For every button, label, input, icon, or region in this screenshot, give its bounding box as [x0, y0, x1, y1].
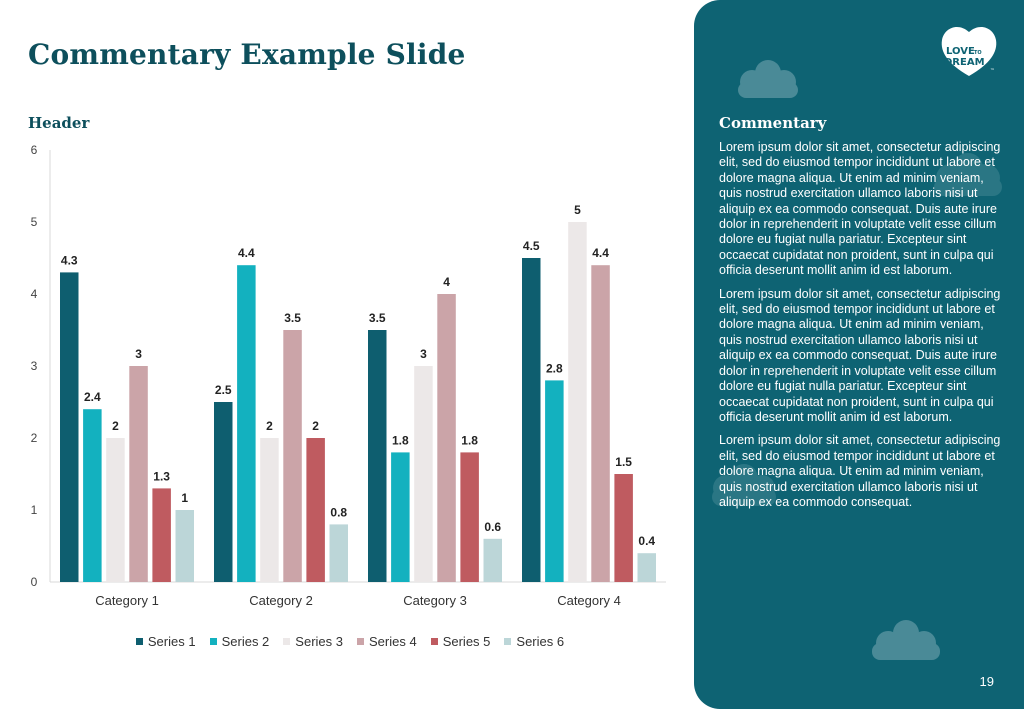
- y-tick-label: 4: [31, 287, 38, 301]
- bar: [591, 265, 610, 582]
- y-tick-label: 5: [31, 215, 38, 229]
- bar: [283, 330, 302, 582]
- page-number: 19: [979, 674, 994, 689]
- bar: [614, 474, 633, 582]
- legend-label: Series 2: [221, 634, 270, 649]
- data-label: 2: [112, 419, 119, 433]
- y-tick-label: 0: [31, 575, 38, 589]
- legend-swatch: [504, 638, 512, 645]
- legend-entry: Series 1: [135, 634, 196, 649]
- chart-header: Header: [28, 114, 90, 132]
- data-label: 1.8: [461, 433, 478, 447]
- bar: [545, 380, 564, 582]
- legend-entry: Series 4: [357, 634, 417, 649]
- cloud-icon: [712, 464, 776, 506]
- legend-swatch: [283, 638, 291, 645]
- commentary-panel: LOVE TO DREAM ™ Commentary Lorem ipsum d…: [694, 0, 1024, 709]
- bar: [60, 272, 79, 582]
- data-label: 3.5: [369, 311, 386, 325]
- data-label: 1.5: [615, 455, 632, 469]
- slide-title: Commentary Example Slide: [28, 38, 466, 71]
- bar: [522, 258, 541, 582]
- bar: [329, 524, 348, 582]
- data-label: 4.3: [61, 253, 78, 267]
- data-label: 0.4: [638, 534, 655, 548]
- commentary-title: Commentary: [719, 114, 827, 132]
- data-label: 3: [135, 347, 142, 361]
- bar: [175, 510, 194, 582]
- commentary-text: Lorem ipsum dolor sit amet, consectetur …: [719, 140, 1009, 518]
- bar: [306, 438, 325, 582]
- bar: [237, 265, 256, 582]
- bar: [214, 402, 233, 582]
- bar: [414, 366, 433, 582]
- data-label: 1: [181, 491, 188, 505]
- svg-text:TO: TO: [974, 50, 982, 56]
- legend-swatch: [357, 638, 364, 645]
- x-tick-label: Category 2: [249, 593, 313, 608]
- bar: [106, 438, 125, 582]
- bar-chart: 0 1 2 3 4 5 6 4.3 2.4 2 3 1.3 1 Category 1 2.5 4.4 2 3.5 2…: [31, 143, 666, 608]
- bar: [368, 330, 387, 582]
- commentary-paragraph: Lorem ipsum dolor sit amet, consectetur …: [719, 286, 1001, 424]
- data-label: 3.5: [284, 311, 301, 325]
- legend-label: Series 1: [147, 634, 196, 649]
- y-tick-label: 3: [31, 359, 38, 373]
- svg-text:DREAM: DREAM: [944, 57, 985, 68]
- x-tick-label: Category 1: [95, 593, 159, 608]
- chart-legend: Series 1 Series 2 Series 3 Series 4 Series 5…: [0, 634, 700, 649]
- data-label: 2: [266, 419, 273, 433]
- bar: [460, 452, 479, 582]
- data-label: 0.8: [330, 505, 347, 519]
- legend-label: Series 3: [295, 634, 343, 649]
- legend-entry: Series 2: [209, 634, 270, 649]
- x-tick-label: Category 4: [557, 593, 621, 608]
- love-to-dream-logo: LOVE TO DREAM ™: [941, 26, 997, 76]
- legend-label: Series 4: [369, 634, 417, 649]
- data-label: 1.3: [153, 469, 170, 483]
- legend-entry: Series 5: [430, 634, 491, 649]
- y-tick-label: 2: [31, 431, 38, 445]
- svg-text:™: ™: [990, 68, 995, 74]
- legend-entry: Series 6: [504, 634, 564, 649]
- cloud-icon: [738, 60, 798, 98]
- bar: [260, 438, 279, 582]
- y-tick-label: 6: [31, 143, 38, 157]
- data-label: 0.6: [484, 520, 501, 534]
- legend-swatch: [135, 638, 143, 645]
- legend-swatch: [209, 638, 217, 645]
- bar: [152, 488, 171, 582]
- data-label: 2.8: [546, 361, 563, 375]
- data-label: 2.4: [84, 390, 101, 404]
- legend-label: Series 5: [442, 634, 491, 649]
- legend-entry: Series 3: [283, 634, 343, 649]
- data-label: 3: [420, 347, 427, 361]
- legend-label: Series 6: [516, 634, 565, 649]
- data-label: 2.5: [215, 383, 232, 397]
- cloud-icon: [872, 620, 940, 660]
- legend-swatch: [430, 638, 438, 645]
- y-tick-label: 1: [31, 503, 38, 517]
- svg-text:LOVE: LOVE: [946, 46, 975, 57]
- commentary-paragraph: Lorem ipsum dolor sit amet, consectetur …: [719, 433, 1001, 509]
- bar: [129, 366, 148, 582]
- data-label: 4.5: [523, 239, 540, 253]
- cloud-icon: [934, 153, 1002, 196]
- bar: [483, 538, 502, 582]
- data-label: 1.8: [392, 433, 409, 447]
- data-label: 2: [312, 419, 319, 433]
- bar: [637, 553, 656, 582]
- data-label: 5: [574, 203, 581, 217]
- bar: [391, 452, 410, 582]
- bar: [437, 294, 456, 582]
- data-label: 4.4: [238, 246, 255, 260]
- commentary-paragraph: Lorem ipsum dolor sit amet, consectetur …: [719, 140, 1001, 278]
- x-tick-label: Category 3: [403, 593, 467, 608]
- bar: [568, 222, 587, 582]
- bar: [83, 409, 102, 582]
- data-label: 4.4: [592, 246, 609, 260]
- data-label: 4: [443, 275, 450, 289]
